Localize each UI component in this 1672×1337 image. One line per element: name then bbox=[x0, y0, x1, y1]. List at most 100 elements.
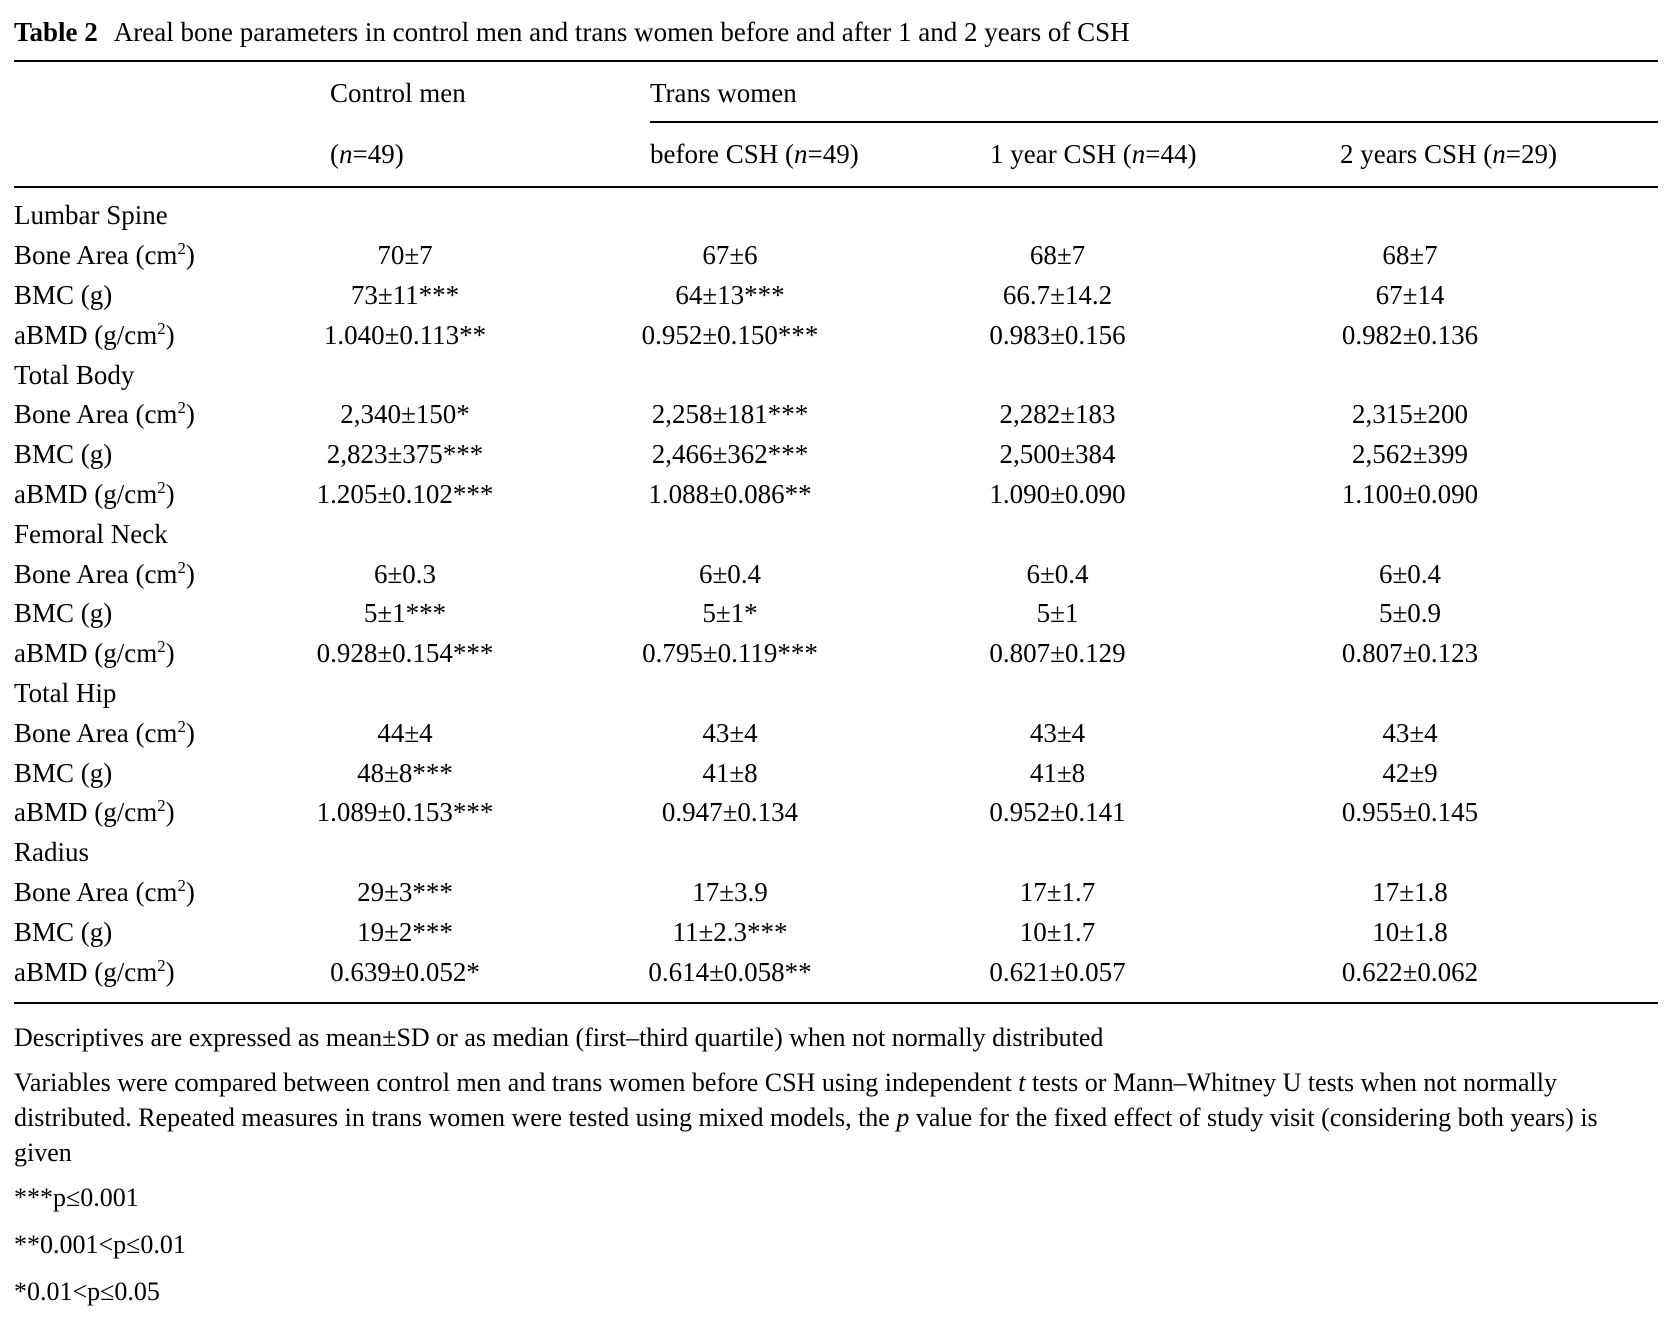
cell-value: 68±7 bbox=[1029, 240, 1086, 271]
cell-value: 0.928±0.154*** bbox=[316, 638, 494, 669]
n-symbol: n bbox=[793, 139, 808, 169]
table-row: aBMD (g/cm2) 0.928±0.154*** 0.795±0.119***… bbox=[14, 634, 1658, 674]
cell-value: 1.100±0.090 bbox=[1341, 478, 1479, 509]
cell-value: 5±0.9 bbox=[1378, 598, 1442, 629]
cell-value: 1.040±0.113** bbox=[323, 319, 487, 350]
footnote-text: *0.01<p≤0.05 bbox=[14, 1276, 160, 1306]
cell-value: 68±7 bbox=[1382, 240, 1438, 271]
cell-value: 64±13*** bbox=[675, 279, 785, 310]
row-label: BMC (g) bbox=[14, 439, 113, 470]
cell-value: 43±4 bbox=[702, 717, 758, 748]
cell-value: 2,823±375*** bbox=[326, 439, 484, 470]
footnote-text: value for the fixed effect of study visi… bbox=[14, 1102, 1598, 1167]
row-label: aBMD (g/cm2) bbox=[14, 637, 175, 669]
section-row: Radius bbox=[14, 833, 1658, 873]
table-row: aBMD (g/cm2) 1.205±0.102*** 1.088±0.086** 1… bbox=[14, 475, 1658, 515]
header-group-row: Control men Trans women bbox=[14, 62, 1658, 123]
col-subheader-control-men-n: (n=49) bbox=[330, 139, 650, 170]
section-row: Lumbar Spine bbox=[14, 196, 1658, 236]
cell-value: 0.622±0.062 bbox=[1341, 956, 1479, 987]
section-row: Total Hip bbox=[14, 674, 1658, 714]
footnotes: Descriptives are expressed as mean±SD or… bbox=[14, 1004, 1658, 1309]
cell-value: 6±0.4 bbox=[698, 558, 762, 589]
significance-footnote: **0.001<p≤0.01 bbox=[14, 1227, 1658, 1262]
trans-women-label: Trans women bbox=[650, 78, 797, 108]
table-row: BMC (g) 19±2*** 11±2.3*** 10±1.7 10±1.8 bbox=[14, 912, 1658, 952]
footnote-text: **0.001<p≤0.01 bbox=[14, 1229, 186, 1259]
cell-value: 17±1.7 bbox=[1019, 876, 1096, 907]
footnote-text: tests or Mann–Whitney U tests when not n… bbox=[14, 1067, 1558, 1132]
col-label: 2 years CSH ( bbox=[1340, 139, 1493, 169]
n-suffix: =44) bbox=[1145, 139, 1197, 169]
cell-value: 0.982±0.136 bbox=[1341, 319, 1479, 350]
cell-value: 17±3.9 bbox=[692, 876, 768, 907]
header-empty-cell bbox=[14, 78, 330, 123]
table-row: BMC (g) 5±1*** 5±1* 5±1 5±0.9 bbox=[14, 594, 1658, 634]
table-header: Control men Trans women (n=49) before CS… bbox=[14, 62, 1658, 186]
cell-value: 0.621±0.057 bbox=[989, 956, 1126, 987]
cell-value: 0.983±0.156 bbox=[989, 319, 1126, 350]
cell-value: 10±1.7 bbox=[1019, 916, 1096, 947]
cell-value: 6±0.3 bbox=[373, 558, 437, 589]
table-row: aBMD (g/cm2) 1.040±0.113** 0.952±0.150*** 0… bbox=[14, 315, 1658, 355]
significance-footnote: ***p≤0.001 bbox=[14, 1180, 1658, 1215]
cell-value: 2,562±399 bbox=[1351, 439, 1469, 470]
cell-value: 29±3*** bbox=[357, 876, 453, 907]
col-header-control-men: Control men bbox=[330, 78, 466, 108]
cell-value: 42±9 bbox=[1382, 757, 1438, 788]
row-label: Bone Area (cm2) bbox=[14, 557, 195, 589]
cell-value: 10±1.8 bbox=[1372, 916, 1448, 947]
cell-value: 41±8 bbox=[702, 757, 758, 788]
footnote: Descriptives are expressed as mean±SD or… bbox=[14, 1020, 1658, 1055]
cell-value: 5±1*** bbox=[363, 598, 447, 629]
n-symbol: n bbox=[1492, 139, 1506, 169]
row-label: BMC (g) bbox=[14, 279, 113, 310]
table-title: Table 2 Areal bone parameters in control … bbox=[14, 6, 1658, 60]
cell-value: 17±1.8 bbox=[1372, 876, 1448, 907]
table-caption: Areal bone parameters in control men and… bbox=[113, 17, 1130, 47]
table-row: Bone Area (cm2) 29±3*** 17±3.9 17±1.7 17±1.8 bbox=[14, 873, 1658, 913]
section-label: Lumbar Spine bbox=[14, 200, 168, 231]
table-row: Bone Area (cm2) 70±7 67±6 68±7 68±7 bbox=[14, 236, 1658, 276]
cell-value: 0.952±0.150*** bbox=[641, 319, 819, 350]
table-number: Table 2 bbox=[14, 17, 98, 47]
cell-value: 2,466±362*** bbox=[651, 439, 809, 470]
cell-value: 1.205±0.102*** bbox=[316, 478, 494, 509]
cell-value: 2,500±384 bbox=[999, 439, 1116, 470]
col-subheader-1-year-csh: 1 year CSH (n=44) bbox=[990, 139, 1340, 170]
cell-value: 0.807±0.129 bbox=[989, 638, 1126, 669]
col-subheader-before-csh: before CSH (n=49) bbox=[650, 139, 990, 170]
table-row: aBMD (g/cm2) 1.089±0.153*** 0.947±0.134 0.9… bbox=[14, 793, 1658, 833]
section-label: Total Hip bbox=[14, 677, 117, 708]
paper-table-page: Table 2 Areal bone parameters in control … bbox=[14, 6, 1658, 1309]
cell-value: 41±8 bbox=[1029, 757, 1086, 788]
section-row: Femoral Neck bbox=[14, 514, 1658, 554]
cell-value: 6±0.4 bbox=[1378, 558, 1442, 589]
n-suffix: =29) bbox=[1505, 139, 1557, 169]
section-row: Total Body bbox=[14, 355, 1658, 395]
footnote-text: Descriptives are expressed as mean±SD or… bbox=[14, 1022, 1104, 1052]
footnote-text: ***p≤0.001 bbox=[14, 1182, 139, 1212]
row-label: aBMD (g/cm2) bbox=[14, 955, 175, 987]
row-label: BMC (g) bbox=[14, 757, 113, 788]
footnote-italic-term: p bbox=[896, 1102, 910, 1132]
cell-value: 70±7 bbox=[377, 240, 433, 271]
cell-value: 1.088±0.086** bbox=[648, 478, 812, 509]
table-row: BMC (g) 48±8*** 41±8 41±8 42±9 bbox=[14, 753, 1658, 793]
row-label: Bone Area (cm2) bbox=[14, 716, 195, 748]
significance-footnote: *0.01<p≤0.05 bbox=[14, 1274, 1658, 1309]
cell-value: 19±2*** bbox=[357, 916, 453, 947]
table-row: BMC (g) 2,823±375*** 2,466±362*** 2,500±384… bbox=[14, 435, 1658, 475]
footnote: Variables were compared between control … bbox=[14, 1065, 1658, 1170]
row-label: Bone Area (cm2) bbox=[14, 398, 195, 430]
section-label: Total Body bbox=[14, 359, 135, 390]
row-label: Bone Area (cm2) bbox=[14, 875, 195, 907]
row-label: aBMD (g/cm2) bbox=[14, 796, 175, 828]
cell-value: 48±8*** bbox=[357, 757, 453, 788]
cell-value: 0.639±0.052* bbox=[330, 956, 480, 987]
cell-value: 67±14 bbox=[1375, 279, 1445, 310]
table-row: Bone Area (cm2) 6±0.3 6±0.4 6±0.4 6±0.4 bbox=[14, 554, 1658, 594]
header-empty-cell bbox=[14, 139, 330, 170]
bottom-rule bbox=[14, 1001, 1658, 1004]
cell-value: 1.090±0.090 bbox=[989, 478, 1126, 509]
